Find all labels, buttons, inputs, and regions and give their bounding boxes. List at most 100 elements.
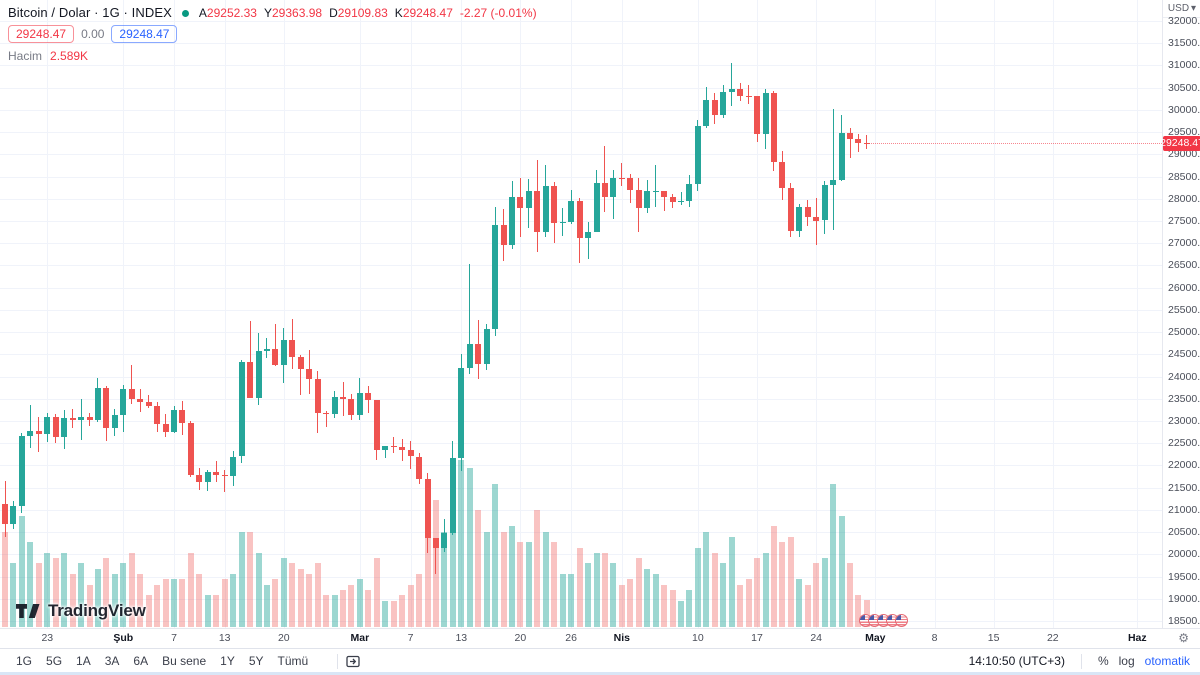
candle-body[interactable] [69,418,76,421]
candle-body[interactable] [255,351,262,398]
candle-body[interactable] [559,222,566,224]
candle-body[interactable] [263,348,270,352]
candle-body[interactable] [306,368,313,380]
candle-body[interactable] [373,400,380,450]
chart-plot-area[interactable]: Bitcoin / Dolar · 1G · INDEX A29252.33 Y… [0,0,1162,628]
candle-body[interactable] [221,475,228,477]
candle-body[interactable] [686,184,693,201]
candle-body[interactable] [863,143,870,145]
candle-body[interactable] [441,533,448,548]
candle-body[interactable] [796,206,803,232]
range-button-6a[interactable]: 6A [133,654,149,668]
candle-body[interactable] [635,189,642,209]
price-axis[interactable]: USD▾ 32000.00 31500.00 31000.00 30500.00 300… [1160,0,1200,628]
candle-body[interactable] [179,409,186,423]
candle-body[interactable] [340,396,346,400]
candle-body[interactable] [728,88,735,93]
candle-body[interactable] [61,418,68,438]
candle-body[interactable] [18,435,25,507]
candle-body[interactable] [745,95,752,97]
candle-body[interactable] [517,197,524,209]
range-button-5g[interactable]: 5G [46,654,63,668]
candle-body[interactable] [272,348,279,365]
candle-body[interactable] [661,191,668,197]
candle-body[interactable] [356,392,363,416]
auto-scale-button[interactable]: otomatik [1144,654,1190,668]
tradingview-logo[interactable]: TradingView [16,601,146,621]
candle-body[interactable] [348,399,355,416]
candle-body[interactable] [711,99,718,115]
candle-body[interactable] [86,417,93,420]
candle-body[interactable] [576,200,583,238]
candle-body[interactable] [475,343,482,365]
candle-body[interactable] [171,409,177,432]
range-button-1g[interactable]: 1G [16,654,33,668]
candle-body[interactable] [230,456,237,476]
candle-body[interactable] [137,399,144,402]
candle-body[interactable] [94,388,101,420]
candle-body[interactable] [770,92,777,163]
candle-body[interactable] [323,413,330,414]
candle-body[interactable] [483,329,490,365]
candle-body[interactable] [585,231,591,238]
range-button-tümü[interactable]: Tümü [277,654,309,668]
candle-body[interactable] [568,200,575,223]
candle-body[interactable] [196,474,203,482]
candle-body[interactable] [694,125,701,185]
candle-body[interactable] [737,88,744,96]
candle-body[interactable] [35,430,42,434]
candle-body[interactable] [154,406,161,425]
candle-body[interactable] [145,401,152,407]
time-axis[interactable]: 23 Şub 7 13 20 Mar 7 13 20 26 Nis 10 17 24 May 8 15 22 Haz… [0,628,1200,649]
go-to-date-icon[interactable] [346,655,361,668]
candle-body[interactable] [27,430,34,436]
candle-body[interactable] [813,217,820,221]
ask-price[interactable]: 29248.47 [111,25,178,43]
candle-body[interactable] [331,396,338,414]
candle-body[interactable] [314,379,321,413]
clock-text[interactable]: 14:10:50 (UTC+3) [968,654,1065,668]
candle-body[interactable] [52,416,59,438]
candle-body[interactable] [669,197,676,203]
candle-body[interactable] [78,417,84,421]
candle-body[interactable] [432,538,439,548]
candle-body[interactable] [754,96,760,135]
candle-body[interactable] [247,362,253,398]
candle-body[interactable] [618,177,625,179]
candle-body[interactable] [652,191,659,192]
log-scale-button[interactable]: log [1118,654,1135,668]
candle-body[interactable] [280,339,287,365]
candle-body[interactable] [610,177,617,198]
candle-body[interactable] [2,503,8,525]
candle-body[interactable] [703,99,710,126]
currency-dropdown[interactable]: USD ▾ [1163,0,1200,18]
candle-body[interactable] [399,447,406,451]
candle-body[interactable] [416,456,422,479]
us-flag-event-icon[interactable] [895,614,909,627]
symbol-title[interactable]: Bitcoin / Dolar · 1G · INDEX [8,5,172,20]
candle-body[interactable] [289,339,296,357]
range-button-5y[interactable]: 5Y [248,654,264,668]
candle-body[interactable] [162,424,169,432]
candle-body[interactable] [787,187,794,232]
bid-price[interactable]: 29248.47 [8,25,75,43]
percent-scale-button[interactable]: % [1097,654,1109,668]
candle-body[interactable] [830,179,837,186]
candle-body[interactable] [500,224,507,245]
candle-body[interactable] [120,389,127,416]
candle-body[interactable] [593,183,600,232]
range-button-1a[interactable]: 1A [76,654,91,668]
candle-body[interactable] [601,183,608,198]
candle-body[interactable] [407,450,414,457]
candle-body[interactable] [458,367,465,459]
candle-body[interactable] [424,478,431,539]
candle-body[interactable] [10,506,17,525]
candle-body[interactable] [382,446,389,450]
candle-body[interactable] [390,446,397,448]
gear-icon[interactable]: ⚙ [1178,631,1189,645]
candle-body[interactable] [551,185,558,224]
candle-body[interactable] [365,392,372,401]
candle-body[interactable] [449,458,456,534]
candle-body[interactable] [204,471,211,482]
event-badges[interactable]: ‹ [859,614,909,627]
